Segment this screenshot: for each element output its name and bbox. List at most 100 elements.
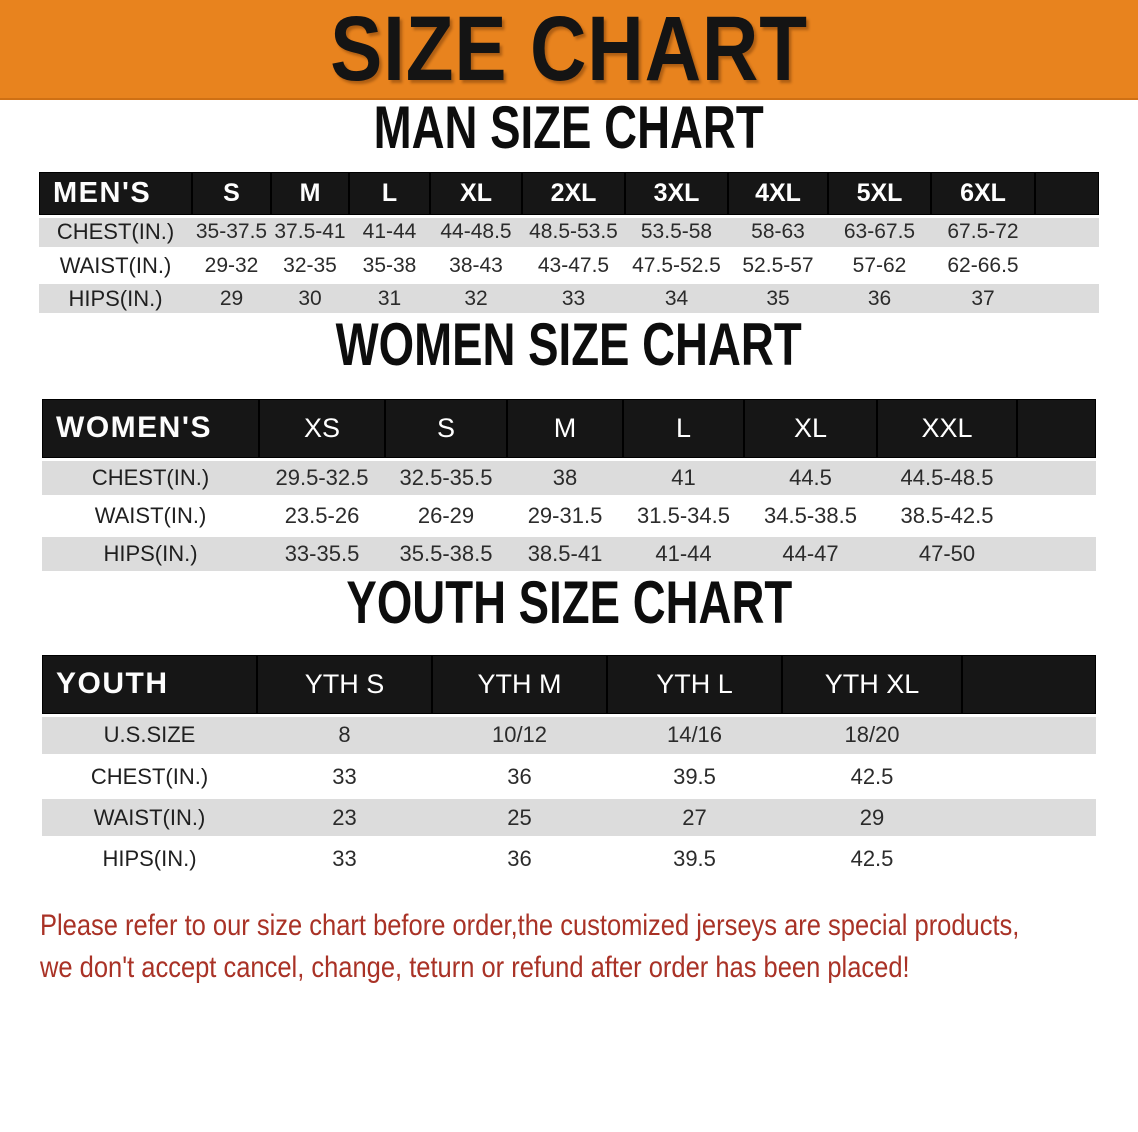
table-row: WAIST(IN.) 23.5-26 26-29 29-31.5 31.5-34.5 34… — [42, 497, 1096, 537]
youth-size-table: YOUTH YTH S YTH M YTH L YTH XL U.S.SIZE 8 10/12… — [42, 655, 1096, 881]
row-label: WAIST(IN.) — [42, 797, 257, 840]
size-value-cell: 41-44 — [623, 535, 744, 575]
size-value-cell: 43-47.5 — [522, 249, 625, 284]
size-value-cell: 48.5-53.5 — [522, 216, 625, 251]
size-value-cell: 42.5 — [782, 756, 962, 799]
row-filler — [962, 838, 1096, 881]
size-value-cell: 37.5-41 — [271, 216, 349, 251]
size-value-cell: 39.5 — [607, 756, 782, 799]
size-value-cell: 53.5-58 — [625, 216, 728, 251]
women-size-heading: WOMEN SIZE CHART — [0, 311, 1138, 378]
header-filler — [962, 655, 1096, 717]
women-size-section: WOMEN SIZE CHART WOMEN'S XS S M L XL XXL CHEST(… — [0, 311, 1138, 575]
row-label: CHEST(IN.) — [39, 216, 192, 251]
man-size-section: MAN SIZE CHART MEN'S S M L XL 2XL 3XL 4XL 5XL 6XL… — [0, 94, 1138, 317]
size-value-cell: 18/20 — [782, 715, 962, 758]
row-label: WAIST(IN.) — [39, 249, 192, 284]
size-value-cell: 27 — [607, 797, 782, 840]
size-value-cell: 44-48.5 — [430, 216, 522, 251]
womens-size-table: WOMEN'S XS S M L XL XXL CHEST(IN.) 29.5-32.5 32.5… — [42, 399, 1096, 575]
size-value-cell: 33 — [257, 838, 432, 881]
size-value-cell: 62-66.5 — [931, 249, 1035, 284]
size-value-cell: 8 — [257, 715, 432, 758]
size-value-cell: 42.5 — [782, 838, 962, 881]
size-column-header: M — [271, 172, 349, 218]
row-label: HIPS(IN.) — [39, 282, 192, 317]
size-value-cell: 63-67.5 — [828, 216, 931, 251]
size-value-cell: 67.5-72 — [931, 216, 1035, 251]
women-size-heading-text: WOMEN SIZE CHART — [335, 311, 803, 378]
size-value-cell: 35 — [728, 282, 828, 317]
table-row: WAIST(IN.) 29-32 32-35 35-38 38-43 43-47.5 47.… — [39, 249, 1099, 284]
size-value-cell: 31 — [349, 282, 430, 317]
size-value-cell: 35.5-38.5 — [385, 535, 507, 575]
size-column-header: YTH S — [257, 655, 432, 717]
row-filler — [1017, 535, 1096, 575]
size-column-header: YTH M — [432, 655, 607, 717]
youth-size-section: YOUTH SIZE CHART YOUTH YTH S YTH M YTH L YTH… — [0, 573, 1138, 881]
size-value-cell: 38.5-42.5 — [877, 497, 1017, 537]
size-value-cell: 38-43 — [430, 249, 522, 284]
size-value-cell: 29 — [192, 282, 271, 317]
table-header-label: MEN'S — [39, 172, 192, 218]
man-size-heading-text: MAN SIZE CHART — [373, 94, 765, 161]
size-column-header: 4XL — [728, 172, 828, 218]
size-value-cell: 35-38 — [349, 249, 430, 284]
size-value-cell: 38.5-41 — [507, 535, 623, 575]
size-value-cell: 32 — [430, 282, 522, 317]
row-filler — [1035, 249, 1099, 284]
size-value-cell: 29-31.5 — [507, 497, 623, 537]
size-value-cell: 14/16 — [607, 715, 782, 758]
row-label: CHEST(IN.) — [42, 756, 257, 799]
size-value-cell: 41 — [623, 459, 744, 499]
table-row: CHEST(IN.) 33 36 39.5 42.5 — [42, 756, 1096, 799]
size-column-header: 3XL — [625, 172, 728, 218]
size-value-cell: 44.5-48.5 — [877, 459, 1017, 499]
table-row: WAIST(IN.) 23 25 27 29 — [42, 797, 1096, 840]
size-value-cell: 25 — [432, 797, 607, 840]
size-column-header: L — [623, 399, 744, 461]
size-value-cell: 23.5-26 — [259, 497, 385, 537]
header-filler — [1017, 399, 1096, 461]
size-value-cell: 47.5-52.5 — [625, 249, 728, 284]
size-value-cell: 29.5-32.5 — [259, 459, 385, 499]
size-value-cell: 36 — [432, 756, 607, 799]
size-column-header: 5XL — [828, 172, 931, 218]
size-value-cell: 58-63 — [728, 216, 828, 251]
disclaimer: Please refer to our size chart before or… — [40, 905, 1138, 989]
size-value-cell: 36 — [432, 838, 607, 881]
size-column-header: YTH L — [607, 655, 782, 717]
size-column-header: XL — [744, 399, 877, 461]
size-column-header: YTH XL — [782, 655, 962, 717]
table-row: HIPS(IN.) 33 36 39.5 42.5 — [42, 838, 1096, 881]
row-label: U.S.SIZE — [42, 715, 257, 758]
row-filler — [1035, 216, 1099, 251]
table-row: CHEST(IN.) 35-37.5 37.5-41 41-44 44-48.5 48.5… — [39, 216, 1099, 251]
size-value-cell: 29 — [782, 797, 962, 840]
size-value-cell: 37 — [931, 282, 1035, 317]
mens-size-table: MEN'S S M L XL 2XL 3XL 4XL 5XL 6XL CHEST(IN.) 35-37… — [39, 172, 1099, 317]
size-column-header: S — [385, 399, 507, 461]
size-column-header: 6XL — [931, 172, 1035, 218]
table-row: CHEST(IN.) 29.5-32.5 32.5-35.5 38 41 44.5 44.5… — [42, 459, 1096, 499]
size-value-cell: 32.5-35.5 — [385, 459, 507, 499]
row-filler — [962, 715, 1096, 758]
size-value-cell: 33-35.5 — [259, 535, 385, 575]
table-row: HIPS(IN.) 33-35.5 35.5-38.5 38.5-41 41-44 44-… — [42, 535, 1096, 575]
row-filler — [1017, 497, 1096, 537]
row-filler — [1035, 282, 1099, 317]
size-value-cell: 34.5-38.5 — [744, 497, 877, 537]
size-column-header: 2XL — [522, 172, 625, 218]
size-value-cell: 44.5 — [744, 459, 877, 499]
row-filler — [962, 756, 1096, 799]
size-value-cell: 31.5-34.5 — [623, 497, 744, 537]
disclaimer-line-2: we don't accept cancel, change, teturn o… — [40, 951, 910, 984]
youth-size-heading: YOUTH SIZE CHART — [0, 573, 1138, 633]
row-label: HIPS(IN.) — [42, 838, 257, 881]
size-column-header: M — [507, 399, 623, 461]
size-column-header: XXL — [877, 399, 1017, 461]
row-filler — [1017, 459, 1096, 499]
row-label: CHEST(IN.) — [42, 459, 259, 499]
man-size-heading: MAN SIZE CHART — [0, 94, 1138, 161]
